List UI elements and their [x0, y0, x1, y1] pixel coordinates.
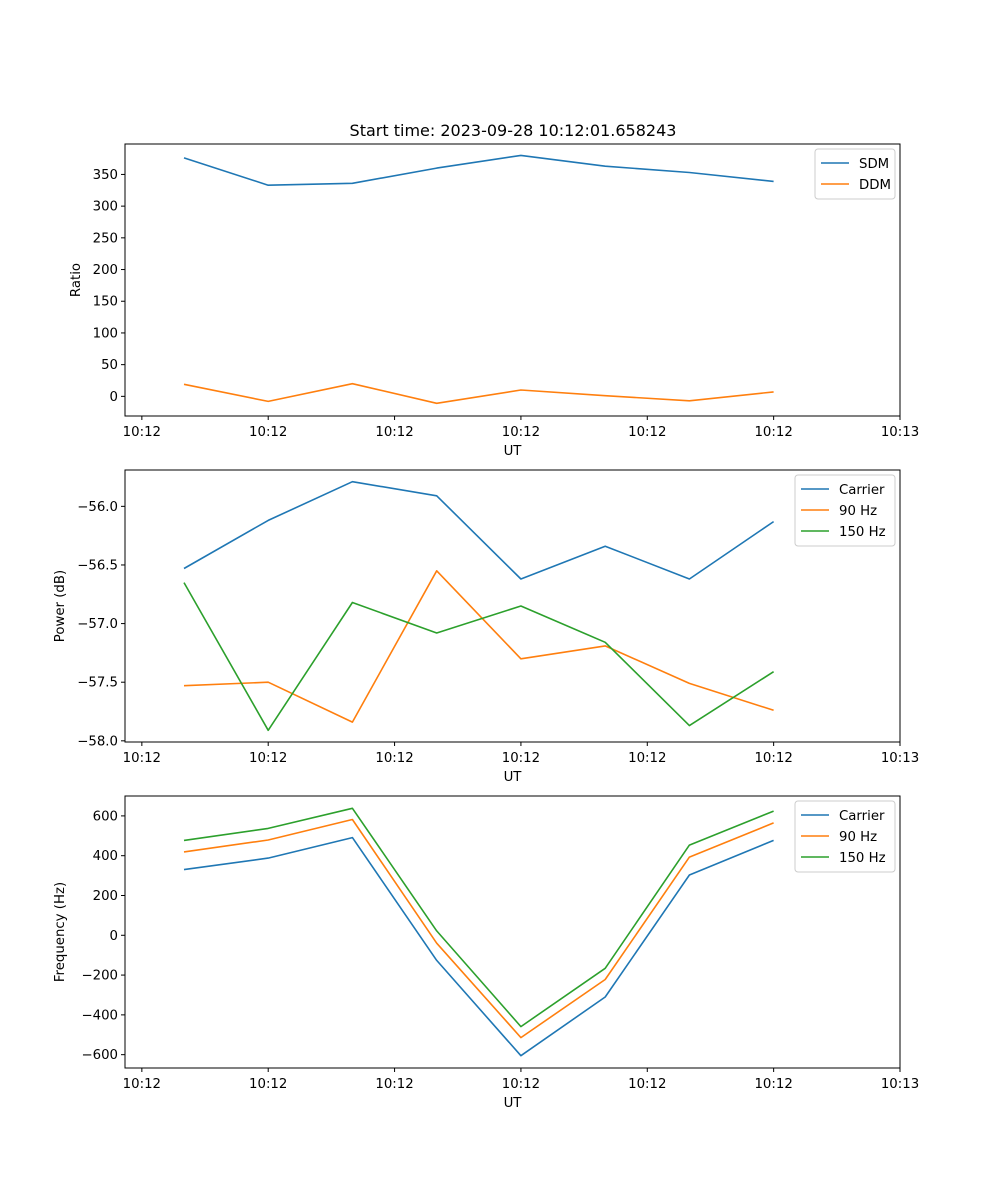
y-axis-label: Power (dB)	[53, 570, 68, 642]
legend: SDM DDM	[814, 148, 896, 200]
legend-label: Carrier	[839, 809, 885, 824]
series-line-carrier	[183, 480, 775, 580]
y-tick-label: 350	[93, 168, 118, 183]
legend-label: 90 Hz	[839, 504, 877, 519]
legend-box	[794, 800, 896, 873]
x-tick-label: 10:12	[754, 751, 792, 766]
x-tick-label: 10:12	[123, 1077, 161, 1092]
x-axis-label: UT	[504, 770, 523, 785]
figure-title: Start time: 2023-09-28 10:12:01.658243	[350, 121, 677, 140]
legend-label: 150 Hz	[839, 851, 886, 866]
legend-label: 150 Hz	[839, 525, 886, 540]
x-tick-label: 10:12	[123, 425, 161, 440]
legend-label: 90 Hz	[839, 830, 877, 845]
x-axis-label: UT	[504, 1096, 523, 1111]
series-line-sdm	[183, 154, 774, 186]
y-tick-label: −600	[81, 1048, 118, 1063]
series-line-90-hz	[183, 569, 774, 723]
y-axis-label: Frequency (Hz)	[53, 882, 68, 982]
y-tick-label: 0	[110, 929, 118, 944]
x-tick-label: 10:12	[249, 751, 287, 766]
x-tick-label: 10:12	[249, 425, 287, 440]
y-tick-label: 150	[93, 295, 118, 310]
x-tick-label: 10:12	[375, 1077, 413, 1092]
legend: Carrier 90 Hz 150 Hz	[794, 800, 896, 873]
series-line-carrier	[183, 836, 774, 1057]
y-tick-label: 0	[110, 390, 118, 405]
legend: Carrier 90 Hz 150 Hz	[794, 474, 896, 547]
x-tick-label: 10:12	[375, 425, 413, 440]
y-tick-label: 100	[93, 326, 118, 341]
x-tick-label: 10:12	[249, 1077, 287, 1092]
y-tick-label: −400	[81, 1008, 118, 1023]
y-tick-label: 300	[93, 200, 118, 215]
x-tick-label: 10:13	[881, 425, 919, 440]
x-tick-label: 10:12	[375, 751, 413, 766]
y-tick-label: 50	[101, 358, 118, 373]
axes-panel-2: −58.0 −57.5 −57.0 −56.5 −56.0 10:12 10:12 10:12…	[53, 469, 919, 785]
legend-box	[794, 474, 896, 547]
axes-panel-1: 0 50 100 150 200 250 300 350 10:12 10:12 10:12 10:1…	[69, 143, 919, 459]
legend-label: Carrier	[839, 483, 885, 498]
x-tick-label: 10:12	[754, 1077, 792, 1092]
series-line-150-hz	[183, 807, 774, 1028]
x-tick-label: 10:12	[628, 425, 666, 440]
y-tick-label: −57.5	[77, 676, 118, 691]
y-tick-label: −56.5	[77, 558, 118, 573]
axes-panel-3: −600 −400 −200 0 200 400 600 10:12 10:12 10:12 10:…	[53, 795, 919, 1111]
series-line-ddm	[183, 382, 774, 405]
x-tick-label: 10:12	[628, 751, 666, 766]
x-axis-label: UT	[504, 444, 523, 459]
y-tick-label: 250	[93, 231, 118, 246]
x-tick-label: 10:12	[123, 751, 161, 766]
axes-frame	[124, 795, 901, 1069]
legend-label: DDM	[859, 178, 891, 193]
x-tick-label: 10:13	[881, 751, 919, 766]
x-tick-label: 10:12	[502, 425, 540, 440]
y-tick-label: 400	[93, 849, 118, 864]
series-line-90-hz	[183, 818, 774, 1039]
y-tick-label: 600	[93, 809, 118, 824]
y-tick-label: −58.0	[77, 734, 118, 749]
x-tick-label: 10:12	[628, 1077, 666, 1092]
legend-box	[814, 148, 896, 200]
y-tick-label: 200	[93, 263, 118, 278]
x-tick-label: 10:12	[502, 1077, 540, 1092]
y-tick-label: −56.0	[77, 500, 118, 515]
legend-label: SDM	[859, 157, 889, 172]
axes-frame	[124, 469, 901, 743]
series-line-150-hz	[183, 582, 775, 732]
y-axis-label: Ratio	[69, 263, 84, 297]
y-tick-label: −57.0	[77, 617, 118, 632]
axes-frame	[124, 143, 901, 417]
y-tick-label: 200	[93, 889, 118, 904]
x-tick-label: 10:12	[754, 425, 792, 440]
x-tick-label: 10:12	[502, 751, 540, 766]
x-tick-label: 10:13	[881, 1077, 919, 1092]
y-tick-label: −200	[81, 969, 118, 984]
